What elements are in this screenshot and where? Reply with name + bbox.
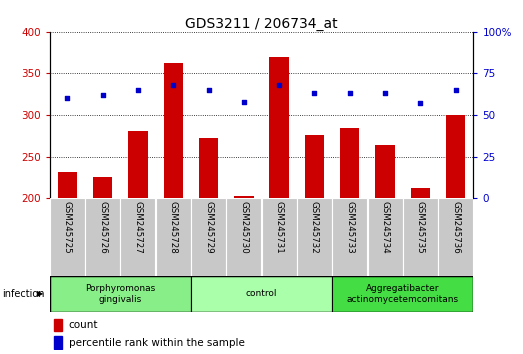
Point: [98, 92, 107, 98]
Bar: [234, 196, 254, 198]
Point: [381, 91, 389, 96]
Text: GSM245725: GSM245725: [63, 201, 72, 253]
Text: GSM245730: GSM245730: [240, 201, 248, 253]
Point: [451, 87, 460, 93]
Bar: [128, 131, 147, 198]
Bar: [50, 198, 85, 276]
Bar: [411, 188, 430, 198]
Title: GDS3211 / 206734_at: GDS3211 / 206734_at: [185, 17, 338, 31]
Bar: [54, 319, 62, 331]
Bar: [199, 138, 218, 198]
Point: [275, 82, 283, 88]
Text: GSM245728: GSM245728: [169, 201, 178, 253]
Bar: [58, 172, 77, 198]
Bar: [85, 198, 120, 276]
Bar: [54, 336, 62, 349]
Bar: [93, 177, 112, 198]
Text: GSM245735: GSM245735: [416, 201, 425, 253]
Text: ▶: ▶: [37, 289, 43, 298]
Bar: [376, 145, 395, 198]
Bar: [50, 276, 191, 312]
Bar: [164, 63, 183, 198]
Point: [63, 96, 72, 101]
Bar: [120, 198, 155, 276]
Bar: [226, 198, 262, 276]
Bar: [446, 115, 465, 198]
Bar: [262, 198, 297, 276]
Bar: [438, 198, 473, 276]
Bar: [269, 57, 289, 198]
Bar: [403, 198, 438, 276]
Text: count: count: [69, 320, 98, 330]
Bar: [332, 276, 473, 312]
Text: control: control: [246, 289, 277, 298]
Text: Aggregatibacter
actinomycetemcomitans: Aggregatibacter actinomycetemcomitans: [347, 284, 459, 303]
Point: [134, 87, 142, 93]
Bar: [340, 127, 359, 198]
Bar: [332, 198, 367, 276]
Bar: [305, 135, 324, 198]
Point: [346, 91, 354, 96]
Bar: [191, 198, 226, 276]
Text: GSM245731: GSM245731: [275, 201, 283, 253]
Text: GSM245729: GSM245729: [204, 201, 213, 253]
Text: GSM245732: GSM245732: [310, 201, 319, 253]
Text: Porphyromonas
gingivalis: Porphyromonas gingivalis: [85, 284, 155, 303]
Text: percentile rank within the sample: percentile rank within the sample: [69, 338, 245, 348]
Bar: [368, 198, 403, 276]
Bar: [191, 276, 332, 312]
Point: [416, 101, 425, 106]
Text: GSM245733: GSM245733: [345, 201, 354, 253]
Point: [169, 82, 177, 88]
Text: GSM245727: GSM245727: [133, 201, 142, 253]
Bar: [156, 198, 191, 276]
Text: GSM245726: GSM245726: [98, 201, 107, 253]
Text: GSM245736: GSM245736: [451, 201, 460, 253]
Bar: [297, 198, 332, 276]
Point: [204, 87, 213, 93]
Text: infection: infection: [3, 289, 45, 299]
Point: [240, 99, 248, 104]
Text: GSM245734: GSM245734: [381, 201, 390, 253]
Point: [310, 91, 319, 96]
